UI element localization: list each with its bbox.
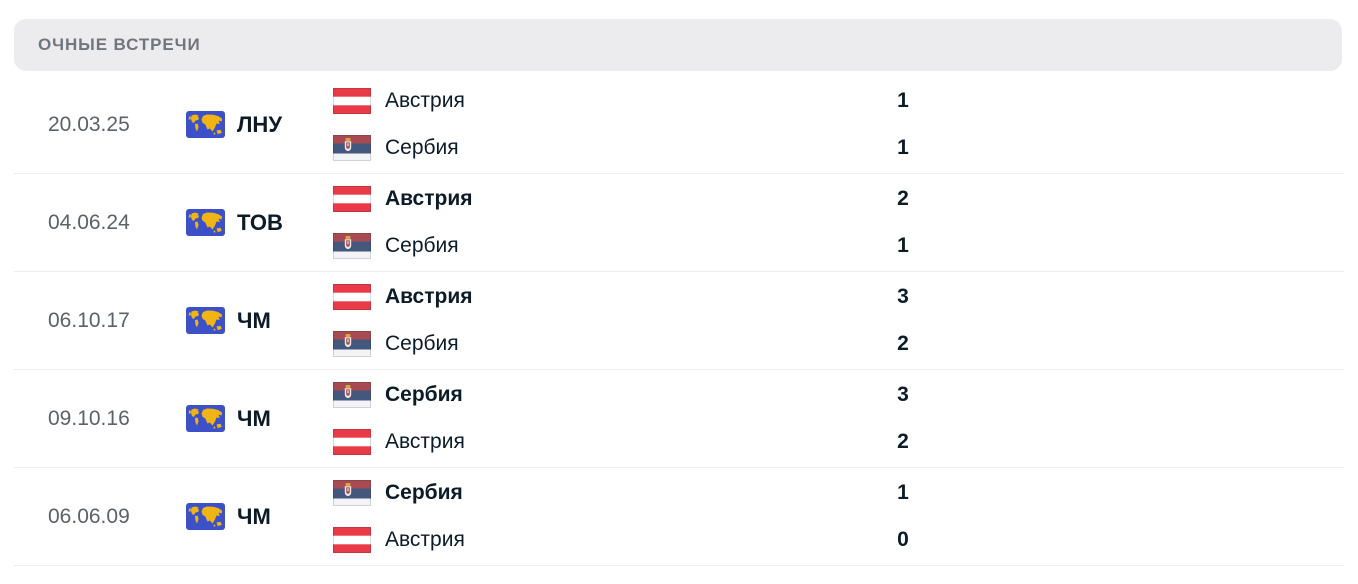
team-line-second: Сербия bbox=[333, 331, 863, 357]
team-name: Австрия bbox=[385, 187, 473, 210]
flag-serbia-icon bbox=[333, 480, 371, 506]
score-second: 2 bbox=[897, 332, 909, 355]
world-map-icon bbox=[186, 209, 225, 236]
score-first: 3 bbox=[897, 383, 909, 406]
scores-column: 3 2 bbox=[863, 284, 943, 357]
team-name: Сербия bbox=[385, 234, 459, 257]
match-row[interactable]: 06.06.09 ЧМ Сербия Австрия 1 0 bbox=[14, 468, 1344, 566]
competition: ЧМ bbox=[186, 503, 333, 530]
team-line-second: Австрия bbox=[333, 429, 863, 455]
score-first: 1 bbox=[897, 89, 909, 112]
competition: ЛНУ bbox=[186, 111, 333, 138]
section-title: ОЧНЫЕ ВСТРЕЧИ bbox=[38, 35, 201, 54]
team-line-second: Сербия bbox=[333, 135, 863, 161]
team-line-first: Австрия bbox=[333, 88, 863, 114]
flag-serbia-icon bbox=[333, 135, 371, 161]
match-date: 06.06.09 bbox=[48, 504, 130, 528]
competition-label: ЧМ bbox=[237, 307, 271, 333]
match-row[interactable]: 04.06.24 ТОВ Австрия Сербия 2 1 bbox=[14, 174, 1344, 272]
flag-serbia-icon bbox=[333, 382, 371, 408]
world-map-icon bbox=[186, 405, 225, 432]
match-row[interactable]: 20.03.25 ЛНУ Австрия Сербия 1 1 bbox=[14, 76, 1344, 174]
competition-label: ЛНУ bbox=[237, 111, 283, 137]
scores-column: 2 1 bbox=[863, 186, 943, 259]
match-date: 06.10.17 bbox=[48, 308, 130, 332]
team-name: Австрия bbox=[385, 89, 465, 112]
team-line-first: Сербия bbox=[333, 382, 863, 408]
team-name: Австрия bbox=[385, 285, 473, 308]
team-line-second: Австрия bbox=[333, 527, 863, 553]
world-map-icon bbox=[186, 111, 225, 138]
match-date: 09.10.16 bbox=[48, 406, 130, 430]
flag-austria-icon bbox=[333, 186, 371, 212]
scores-column: 3 2 bbox=[863, 382, 943, 455]
score-second: 0 bbox=[897, 528, 909, 551]
match-list: 20.03.25 ЛНУ Австрия Сербия 1 1 04.06.24… bbox=[14, 76, 1344, 566]
match-row[interactable]: 06.10.17 ЧМ Австрия Сербия 3 2 bbox=[14, 272, 1344, 370]
teams-column: Австрия Сербия bbox=[333, 88, 863, 161]
teams-column: Сербия Австрия bbox=[333, 382, 863, 455]
competition-label: ЧМ bbox=[237, 503, 271, 529]
team-name: Сербия bbox=[385, 332, 459, 355]
flag-austria-icon bbox=[333, 527, 371, 553]
flag-austria-icon bbox=[333, 88, 371, 114]
teams-column: Сербия Австрия bbox=[333, 480, 863, 553]
score-second: 1 bbox=[897, 136, 909, 159]
team-name: Австрия bbox=[385, 528, 465, 551]
team-name: Сербия bbox=[385, 383, 463, 406]
team-name: Сербия bbox=[385, 136, 459, 159]
team-line-first: Австрия bbox=[333, 284, 863, 310]
score-first: 3 bbox=[897, 285, 909, 308]
competition-label: ЧМ bbox=[237, 405, 271, 431]
match-date: 20.03.25 bbox=[48, 112, 130, 136]
world-map-icon bbox=[186, 503, 225, 530]
world-map-icon bbox=[186, 307, 225, 334]
team-line-first: Сербия bbox=[333, 480, 863, 506]
scores-column: 1 1 bbox=[863, 88, 943, 161]
score-second: 1 bbox=[897, 234, 909, 257]
competition-label: ТОВ bbox=[237, 209, 283, 235]
flag-austria-icon bbox=[333, 429, 371, 455]
score-first: 2 bbox=[897, 187, 909, 210]
competition: ЧМ bbox=[186, 307, 333, 334]
flag-austria-icon bbox=[333, 284, 371, 310]
team-line-second: Сербия bbox=[333, 233, 863, 259]
score-first: 1 bbox=[897, 481, 909, 504]
team-line-first: Австрия bbox=[333, 186, 863, 212]
team-name: Сербия bbox=[385, 481, 463, 504]
flag-serbia-icon bbox=[333, 233, 371, 259]
section-header: ОЧНЫЕ ВСТРЕЧИ bbox=[14, 19, 1342, 71]
competition: ЧМ bbox=[186, 405, 333, 432]
flag-serbia-icon bbox=[333, 331, 371, 357]
match-date: 04.06.24 bbox=[48, 210, 130, 234]
match-row[interactable]: 09.10.16 ЧМ Сербия Австрия 3 2 bbox=[14, 370, 1344, 468]
score-second: 2 bbox=[897, 430, 909, 453]
team-name: Австрия bbox=[385, 430, 465, 453]
scores-column: 1 0 bbox=[863, 480, 943, 553]
competition: ТОВ bbox=[186, 209, 333, 236]
teams-column: Австрия Сербия bbox=[333, 284, 863, 357]
teams-column: Австрия Сербия bbox=[333, 186, 863, 259]
